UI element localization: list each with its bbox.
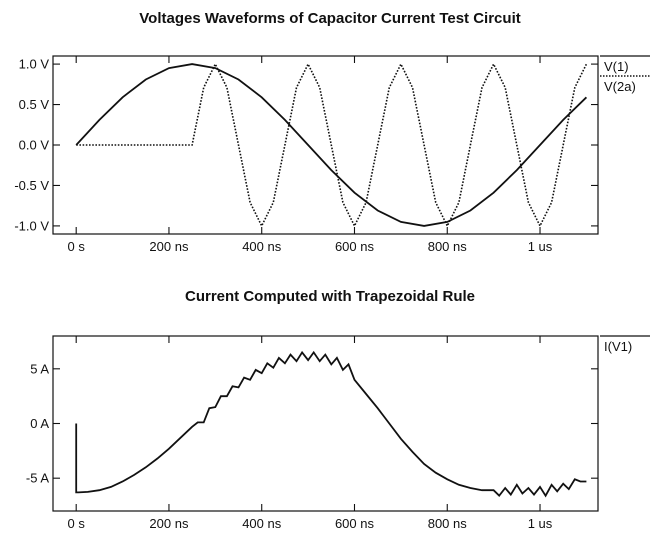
series-line-v2a: [76, 62, 588, 228]
x-tick-label: 400 ns: [242, 516, 282, 531]
series-line-v1: [75, 63, 588, 227]
x-tick-label: 400 ns: [242, 239, 282, 254]
current-chart: Current Computed with Trapezoidal Rule 0…: [26, 288, 650, 531]
voltage-legend: V(1) V(2a): [600, 55, 650, 94]
legend-label-iv1: I(V1): [604, 339, 632, 354]
y-tick-label: 0 A: [30, 416, 49, 431]
y-tick-label: 5 A: [30, 361, 49, 376]
x-tick-label: 800 ns: [428, 516, 468, 531]
y-tick-label: 0.0 V: [19, 138, 50, 153]
current-series: [75, 350, 587, 498]
legend-label-v1: V(1): [604, 59, 629, 74]
x-tick-label: 200 ns: [149, 239, 189, 254]
voltage-ticks: 0 s 200 ns 400 ns 600 ns 800 ns 1 us 1.0 V 0.5 …: [14, 56, 598, 254]
x-tick-label: 1 us: [528, 239, 553, 254]
voltage-chart: Voltages Waveforms of Capacitor Current …: [14, 10, 650, 254]
current-legend: I(V1): [600, 335, 650, 354]
current-ticks: 0 s 200 ns 400 ns 600 ns 800 ns 1 us 5 A 0 A -5 …: [26, 336, 598, 531]
current-chart-title: Current Computed with Trapezoidal Rule: [185, 288, 475, 305]
x-tick-label: 800 ns: [428, 239, 468, 254]
y-tick-label: -1.0 V: [14, 218, 49, 233]
y-tick-label: -0.5 V: [14, 178, 49, 193]
voltage-chart-title: Voltages Waveforms of Capacitor Current …: [139, 10, 520, 27]
x-tick-label: 0 s: [68, 239, 86, 254]
x-tick-label: 0 s: [68, 516, 86, 531]
series-line-iv1: [75, 350, 587, 498]
y-tick-label: 1.0 V: [19, 57, 50, 72]
legend-label-v2a: V(2a): [604, 79, 636, 94]
x-tick-label: 600 ns: [335, 239, 375, 254]
y-tick-label: -5 A: [26, 471, 49, 486]
y-tick-label: 0.5 V: [19, 97, 50, 112]
x-tick-label: 200 ns: [149, 516, 189, 531]
x-tick-label: 1 us: [528, 516, 553, 531]
x-tick-label: 600 ns: [335, 516, 375, 531]
voltage-series: [75, 62, 588, 228]
